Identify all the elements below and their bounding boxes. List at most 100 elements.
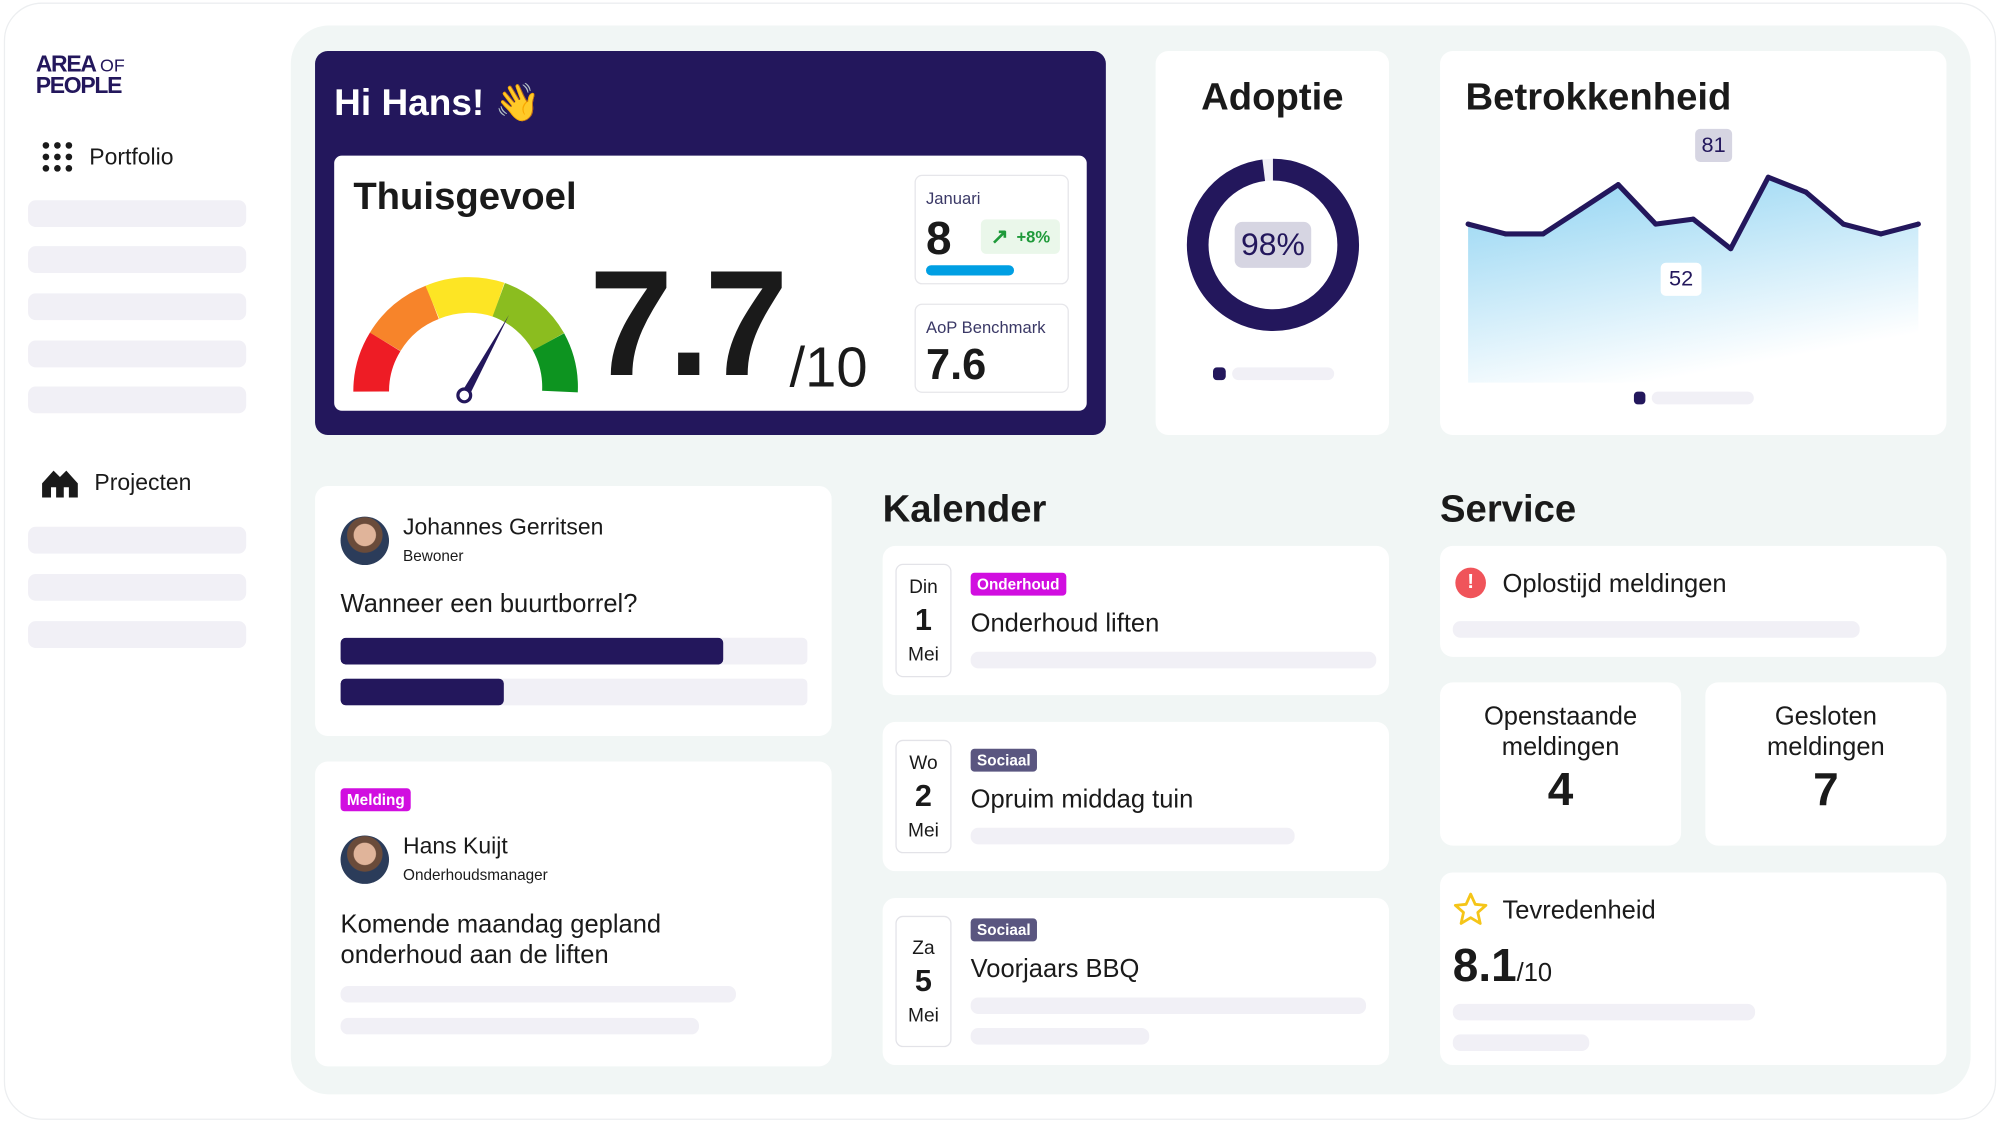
percent-label: 98% (1234, 221, 1312, 268)
thuisgevoel-card[interactable]: Hi Hans! 👋 Thuisgevoel 7.7 /10 Januari 8… (315, 51, 1106, 435)
calendar-event[interactable]: Za 5 Mei Sociaal Voorjaars BBQ (882, 897, 1390, 1066)
month-bar (926, 265, 1015, 276)
card-title: Thuisgevoel (353, 176, 577, 219)
sidebar-placeholder (28, 573, 247, 601)
event-badge: Sociaal (970, 918, 1038, 942)
data-point (1503, 231, 1509, 237)
gauge-needle (460, 315, 509, 398)
card-title: Adoptie (1201, 76, 1344, 119)
event-title: Onderhoud liften (970, 609, 1160, 638)
avatar (340, 516, 390, 566)
sidebar-item-projecten[interactable]: Projecten (41, 466, 192, 499)
month-score: Januari 8 ↗ +8% (914, 174, 1069, 285)
text-placeholder (1452, 1003, 1756, 1021)
closed-count: 7 (1813, 762, 1839, 816)
oplostijd-label: Oplostijd meldingen (1502, 570, 1727, 599)
sidebar-item-label: Projecten (94, 468, 192, 495)
author-role: Bewoner (403, 547, 464, 566)
houses-icon (42, 470, 78, 498)
text-placeholder (340, 985, 736, 1003)
tevredenheid-score: 8.1/10 (1452, 938, 1553, 992)
sidebar-placeholder (28, 246, 247, 273)
sidebar-item-portfolio[interactable]: Portfolio (41, 140, 174, 173)
tevredenheid-card[interactable]: Tevredenheid 8.1/10 (1440, 872, 1947, 1066)
closed-label: Gesloten meldingen (1767, 702, 1885, 762)
text-placeholder (340, 1017, 699, 1035)
arrow-up-right-icon: ↗ (990, 223, 1009, 249)
sidebar-placeholder (28, 621, 247, 648)
betrokkenheid-card[interactable]: Betrokkenheid 81 52 (1440, 51, 1947, 435)
sidebar-placeholder (28, 526, 247, 554)
event-badge: Sociaal (970, 748, 1038, 772)
min-data-label: 52 (1660, 262, 1702, 296)
data-point (1803, 189, 1809, 195)
legend-marker (1633, 391, 1646, 405)
author-name: Johannes Gerritsen (403, 514, 604, 540)
star-icon (1453, 892, 1488, 925)
gauge-chart (353, 277, 578, 404)
sidebar-item-label: Portfolio (89, 143, 174, 170)
benchmark-score: AoP Benchmark 7.6 (914, 303, 1069, 393)
text-placeholder (970, 827, 1295, 845)
data-point (1728, 246, 1734, 252)
sidebar-placeholder (28, 293, 247, 321)
max-data-label: 81 (1695, 128, 1733, 162)
card-title: Betrokkenheid (1465, 76, 1732, 119)
greeting: Hi Hans! 👋 (334, 82, 541, 124)
open-count: 4 (1547, 762, 1574, 816)
event-date: Din 1 Mei (895, 563, 952, 678)
donut-fill (1186, 158, 1360, 331)
adoptie-donut (1186, 158, 1360, 331)
melding-card[interactable]: Melding Hans Kuijt Onderhoudsmanager Kom… (315, 761, 832, 1067)
poll-card[interactable]: Johannes Gerritsen Bewoner Wanneer een b… (315, 485, 832, 736)
calendar-event[interactable]: Wo 2 Mei Sociaal Opruim middag tuin (882, 721, 1390, 872)
text-placeholder (970, 651, 1377, 669)
legend-placeholder (1232, 367, 1335, 381)
text-placeholder (970, 997, 1367, 1015)
legend-placeholder (1651, 391, 1754, 405)
data-point (1540, 231, 1546, 237)
logo[interactable]: AREA OF PEOPLE (35, 51, 125, 99)
text-placeholder (1452, 1034, 1590, 1052)
data-point (1840, 221, 1846, 227)
event-title: Opruim middag tuin (970, 785, 1194, 814)
poll-question: Wanneer een buurtborrel? (340, 590, 638, 619)
data-point (1765, 174, 1771, 180)
data-point (1578, 206, 1584, 212)
avatar (340, 835, 390, 884)
data-point (1465, 221, 1471, 227)
wave-emoji-icon: 👋 (494, 82, 541, 124)
legend-marker (1213, 367, 1226, 381)
event-title: Voorjaars BBQ (970, 955, 1140, 984)
open-meldingen-card[interactable]: Openstaande meldingen 4 (1440, 682, 1682, 846)
calendar-event[interactable]: Din 1 Mei Onderhoud Onderhoud liften (882, 545, 1390, 696)
tevredenheid-label: Tevredenheid (1502, 896, 1656, 925)
data-point (1690, 216, 1696, 222)
poll-option-bar[interactable] (340, 678, 808, 706)
event-date: Za 5 Mei (895, 915, 952, 1048)
closed-meldingen-card[interactable]: Gesloten meldingen 7 (1705, 682, 1947, 846)
sidebar-placeholder (28, 340, 247, 368)
melding-badge: Melding (340, 788, 412, 812)
change-badge: ↗ +8% (980, 219, 1060, 254)
open-label: Openstaande meldingen (1483, 702, 1638, 762)
melding-text: Komende maandag gepland onderhoud aan de … (340, 910, 662, 970)
data-point (1915, 221, 1921, 227)
data-point (1878, 231, 1884, 237)
text-placeholder (1452, 621, 1860, 638)
poll-option-bar[interactable] (340, 637, 808, 665)
kalender-title: Kalender (882, 488, 1047, 531)
author-name: Hans Kuijt (403, 832, 508, 859)
score-value: 7.7 (589, 239, 788, 409)
data-point (1615, 182, 1621, 188)
oplostijd-card[interactable]: ! Oplostijd meldingen (1440, 545, 1947, 657)
engagement-chart (1465, 174, 1921, 383)
event-date: Wo 2 Mei (895, 739, 952, 854)
grid-dots-icon (42, 142, 73, 172)
sidebar-placeholder (28, 386, 247, 414)
score-max: /10 (789, 336, 868, 400)
service-title: Service (1440, 488, 1577, 531)
sidebar-placeholder (28, 200, 247, 228)
text-placeholder (970, 1028, 1150, 1045)
adoptie-card[interactable]: Adoptie 98% (1155, 51, 1390, 435)
